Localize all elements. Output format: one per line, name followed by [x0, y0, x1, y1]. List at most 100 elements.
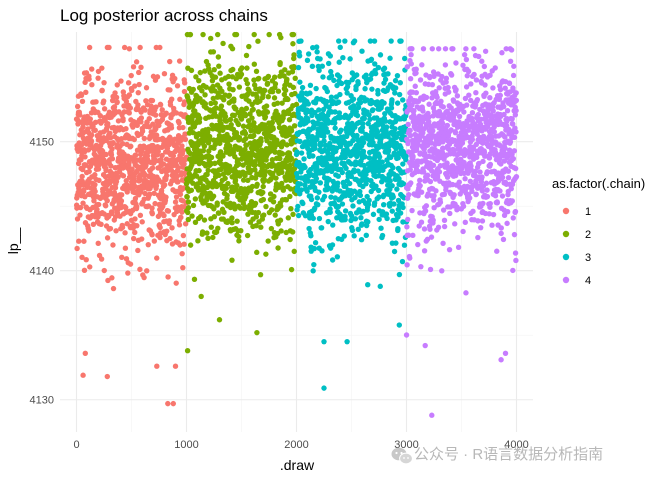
- data-point: [252, 167, 258, 173]
- data-point: [417, 182, 423, 189]
- data-point: [255, 209, 262, 216]
- data-point: [275, 88, 282, 94]
- data-point: [395, 226, 401, 232]
- data-point: [459, 164, 466, 170]
- data-point: [268, 207, 275, 213]
- data-point: [354, 112, 361, 119]
- data-point: [350, 96, 357, 102]
- data-point: [132, 229, 138, 236]
- data-point: [416, 137, 423, 143]
- data-point: [95, 166, 102, 172]
- data-point: [302, 212, 309, 219]
- data-point: [419, 62, 425, 68]
- data-point: [304, 188, 310, 194]
- data-point: [421, 169, 427, 175]
- data-point: [421, 248, 428, 254]
- data-point: [363, 171, 369, 178]
- data-point: [179, 250, 185, 257]
- data-point: [404, 64, 411, 70]
- data-point: [177, 96, 183, 103]
- data-point: [161, 182, 168, 188]
- data-point: [497, 86, 504, 93]
- data-point: [499, 174, 506, 181]
- data-point: [136, 81, 142, 88]
- data-point-outlier: [126, 46, 132, 52]
- data-point: [176, 120, 182, 126]
- data-point: [456, 113, 463, 120]
- data-point: [132, 216, 138, 222]
- data-point: [374, 129, 381, 135]
- data-point: [252, 162, 258, 168]
- data-point: [321, 147, 328, 153]
- data-point: [482, 48, 489, 54]
- data-point: [270, 199, 277, 205]
- data-point: [346, 180, 353, 187]
- data-point: [217, 157, 224, 163]
- data-point: [251, 120, 257, 126]
- data-point: [352, 124, 358, 130]
- data-point: [272, 212, 278, 218]
- data-point: [201, 143, 208, 150]
- data-point: [348, 173, 355, 180]
- data-point: [279, 180, 285, 187]
- data-point: [376, 216, 382, 223]
- data-point: [437, 199, 444, 205]
- data-point: [434, 94, 440, 101]
- data-point: [513, 90, 519, 96]
- data-point: [149, 97, 156, 104]
- data-point: [436, 85, 442, 91]
- data-point: [310, 215, 316, 222]
- data-point: [234, 182, 240, 189]
- data-point: [211, 206, 217, 212]
- data-point: [333, 162, 339, 169]
- data-point: [119, 140, 126, 147]
- data-point-outlier: [165, 400, 171, 407]
- data-point: [257, 271, 264, 278]
- data-point: [465, 127, 472, 133]
- data-point: [321, 193, 328, 200]
- data-point: [127, 105, 134, 111]
- data-point: [360, 121, 366, 127]
- data-point: [99, 87, 105, 94]
- data-point: [269, 119, 275, 126]
- data-point: [467, 178, 474, 184]
- data-point: [242, 112, 249, 119]
- data-point: [454, 93, 461, 99]
- data-point: [188, 67, 195, 74]
- data-point: [176, 222, 183, 228]
- data-point: [430, 128, 436, 134]
- data-point: [89, 82, 95, 88]
- data-point: [77, 204, 84, 211]
- data-point: [81, 267, 88, 273]
- legend-label-1: 1: [585, 206, 591, 218]
- data-point: [317, 180, 324, 186]
- data-point: [426, 101, 432, 107]
- data-point: [180, 124, 186, 131]
- data-point: [327, 53, 334, 59]
- data-point: [317, 56, 323, 62]
- data-point: [436, 169, 443, 175]
- data-point: [410, 232, 416, 239]
- data-point: [138, 109, 144, 115]
- data-point: [115, 174, 121, 180]
- data-point: [78, 142, 85, 148]
- data-point: [394, 72, 401, 79]
- data-point: [357, 192, 364, 199]
- data-point: [408, 180, 414, 186]
- data-point: [104, 197, 110, 204]
- data-point: [223, 185, 229, 191]
- data-point-outlier: [154, 363, 160, 369]
- data-point: [366, 197, 372, 204]
- data-point: [202, 68, 208, 74]
- data-point: [365, 281, 371, 288]
- data-point: [225, 218, 231, 224]
- data-point: [151, 238, 158, 244]
- data-point: [271, 95, 278, 101]
- data-point: [382, 118, 389, 124]
- data-point: [466, 195, 473, 201]
- data-point: [229, 215, 235, 221]
- data-point: [242, 130, 249, 137]
- data-point: [389, 183, 395, 189]
- data-point: [475, 234, 481, 241]
- data-point: [292, 75, 298, 81]
